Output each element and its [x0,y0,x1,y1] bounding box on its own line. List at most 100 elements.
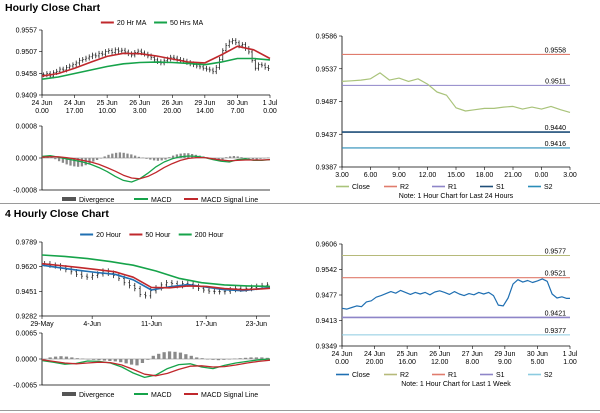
four-hourly-macd-divergence-bar [211,359,215,360]
hourly-levels-y-tick-label: 0.9487 [316,99,338,106]
four-hourly-macd-legend-swatch [62,392,76,396]
four-hourly-levels-x-tick-label: 20.00 [366,359,384,366]
hourly-macd-legend-label: MACD Signal Line [201,197,258,204]
four-hourly-macd-divergence-bar [146,359,150,360]
hourly-levels-x-tick-label: 18.00 [476,172,494,179]
four-hourly-macd-y-tick-label: -0.0065 [13,383,37,390]
four-hourly-levels-x-tick-label: 8.00 [465,359,479,366]
hourly-macd-divergence-bar [126,153,129,158]
four-hourly-macd-divergence-bar [64,356,69,359]
hourly-macd-y-tick-label: -0.0008 [13,188,37,195]
hourly-macd-divergence-bar [57,158,61,162]
four-hourly-macd-divergence-bar [249,357,253,359]
hourly-levels-s2-level-label: 0.9416 [545,141,567,148]
four-hourly-levels-x-tick-label: 24 Jun [331,351,352,358]
four-hourly-macd-divergence-bar [70,357,74,359]
hourly-levels-legend-label: Close [352,184,370,191]
four-hourly-levels-y-tick-label: 0.9349 [316,344,338,351]
bottom-divider [0,410,600,411]
hourly-macd-divergence-bar [103,156,106,158]
hourly-levels-x-tick-label: 3.00 [335,172,349,179]
four-hourly-macd-divergence-bar [157,353,161,359]
hourly-ma-x-tick-label: 10.00 [98,108,116,115]
hourly-macd-divergence-bar [266,157,270,159]
four-hourly-macd-y-tick-label: 0.0000 [16,357,38,364]
four-hourly-levels-legend-label: Close [352,372,370,379]
hourly-macd-divergence-bar [152,158,156,161]
four-hourly-macd-divergence-bar [97,359,101,361]
hourly-ma-50-hrs-ma-line [41,57,271,80]
four-hourly-macd-divergence-bar [195,357,199,359]
hourly-macd-divergence-bar [61,158,65,163]
four-hourly-ma-y-tick-label: 0.9451 [16,289,38,296]
four-hourly-macd-divergence-bar [81,358,85,360]
four-hourly-levels-s2-level-label: 0.9377 [545,328,567,335]
hourly-macd-divergence-bar [164,158,167,160]
four-hourly-ma-x-tick-label: 29-May [30,321,54,328]
hourly-macd-divergence-bar [65,158,68,165]
hourly-levels-x-tick-label: 9.00 [392,172,406,179]
four-hourly-levels-r2-level-label: 0.9577 [545,249,567,256]
hourly-levels-legend-label: S1 [496,184,505,191]
hourly-ma-x-tick-label: 17.00 [66,108,84,115]
four-hourly-ma-legend-label: 50 Hour [145,232,171,239]
hourly-section-title: Hourly Close Chart [5,2,101,14]
four-hourly-macd-divergence-bar [113,359,117,362]
hourly-ma-y-tick-label: 0.9507 [16,49,38,56]
hourly-macd-divergence-bar [171,155,175,158]
hourly-levels-r2-level-label: 0.9558 [545,47,567,54]
hourly-ma-x-tick-label: 0.00 [263,108,277,115]
four-hourly-ma-x-tick-label: 23-Jun [246,321,268,328]
hourly-levels-x-tick-label: 21.00 [504,172,522,179]
four-hourly-macd-divergence-bar [243,357,248,359]
hourly-ma-legend-label: 50 Hrs MA [170,20,203,27]
four-hourly-macd-divergence-bar [205,359,210,360]
four-hourly-levels-x-tick-label: 29 Jun [494,351,515,358]
four-hourly-macd-divergence-bar [173,351,177,359]
four-hourly-levels-legend-label: S1 [496,372,505,379]
four-hourly-macd-legend-label: MACD Signal Line [201,392,258,399]
four-hourly-macd-macd-line [41,358,271,379]
hourly-macd-y-tick-label: 0.0000 [16,156,38,163]
hourly-ma-x-tick-label: 20.00 [164,108,182,115]
four-hourly-macd-divergence-bar [86,359,90,360]
four-hourly-levels-y-tick-label: 0.9477 [316,293,338,300]
four-hourly-ma-x-tick-label: 11-Jun [141,321,162,328]
four-hourly-macd-divergence-bar [48,357,52,359]
hourly-macd-divergence-bar [221,158,224,160]
hourly-ma-x-tick-label: 0.00 [35,108,49,115]
four-hourly-macd-y-tick-label: 0.0065 [16,331,38,338]
hourly-levels-x-tick-label: 6.00 [364,172,378,179]
hourly-levels-legend-label: S2 [544,184,553,191]
four-hourly-ma-50-hour-line [41,262,271,291]
hourly-macd-divergence-bar [114,152,118,158]
hourly-levels-y-tick-label: 0.9387 [316,165,338,172]
hourly-macd-divergence-bar [247,158,251,159]
four-hourly-macd-divergence-bar [222,359,226,360]
four-hourly-macd-divergence-bar [254,357,259,359]
hourly-macd-macd-signal-line-line [41,156,271,180]
hourly-macd-divergence-bar [225,157,228,158]
four-hourly-levels-note: Note: 1 Hour Chart for Last 1 Week [401,381,511,388]
four-hourly-macd-divergence-bar [200,358,204,359]
four-hourly-macd-divergence-bar [216,359,221,361]
four-hourly-macd-legend-label: Divergence [79,392,115,399]
hourly-levels-y-tick-label: 0.9537 [316,66,338,73]
hourly-macd-divergence-bar [73,158,76,167]
four-hourly-macd-divergence-bar [43,359,47,360]
hourly-macd-legend-label: MACD [151,197,172,204]
hourly-ma-x-tick-label: 26 Jun [129,100,150,107]
four-hourly-levels-x-tick-label: 1 Jul [563,351,578,358]
four-hourly-levels-x-tick-label: 24 Jun [364,351,385,358]
four-hourly-macd-divergence-bar [119,359,123,363]
hourly-ma-y-tick-label: 0.9458 [16,71,38,78]
hourly-ma-x-tick-label: 30 Jun [227,100,248,107]
four-hourly-ma-x-tick-label: 17-Jun [195,321,217,328]
four-hourly-ma-x-tick-label: 4-Jun [83,321,101,328]
four-hourly-levels-close-line [341,278,570,310]
four-hourly-levels-y-tick-label: 0.9606 [316,242,338,249]
hourly-macd-divergence-bar [118,152,122,158]
hourly-ma-y-tick-label: 0.9409 [16,93,38,100]
hourly-levels-close-line [341,72,571,113]
